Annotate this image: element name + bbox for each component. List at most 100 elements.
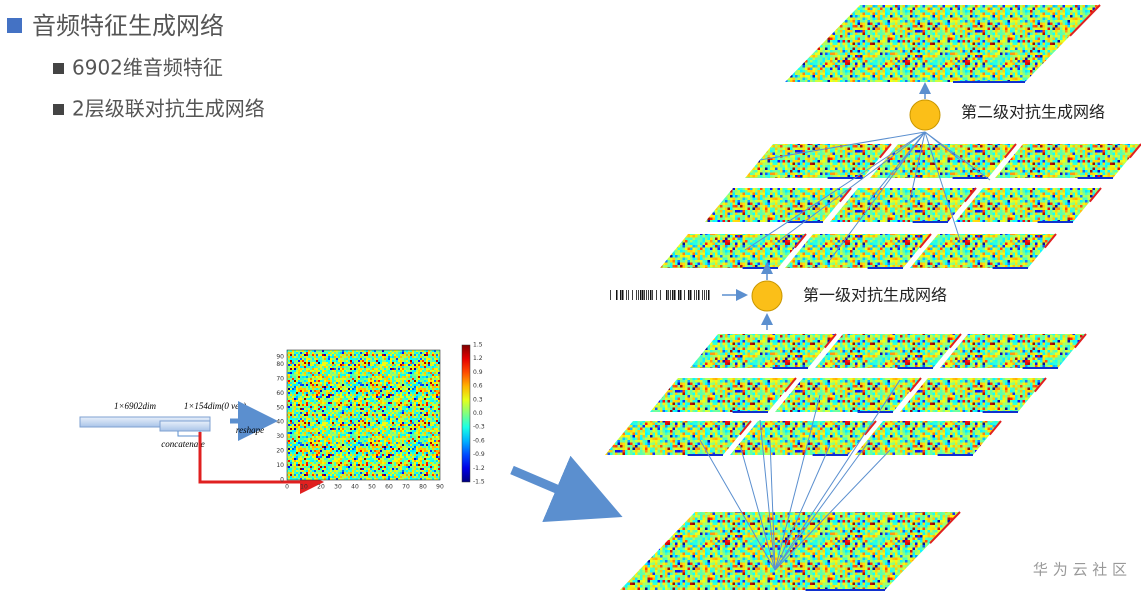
link	[699, 439, 776, 571]
barcode-bar	[616, 290, 618, 300]
edge	[784, 377, 797, 393]
x-tick-label: 40	[351, 484, 359, 491]
barcode-bar	[672, 290, 674, 300]
title: 音频特征生成网络	[32, 12, 224, 40]
feature-map	[995, 144, 1141, 178]
colorbar-tick-label: 0.0	[473, 410, 483, 417]
edge	[839, 187, 852, 203]
colorbar-tick-label: 1.2	[473, 355, 483, 362]
bullet	[53, 63, 64, 74]
edge	[739, 420, 752, 436]
colorbar-tick-label: -0.9	[473, 451, 485, 458]
link	[774, 379, 901, 571]
colorbar	[461, 344, 471, 483]
x-tick-label: 30	[334, 484, 342, 491]
x-tick-label: 90	[436, 484, 444, 491]
link	[759, 131, 926, 161]
edge	[949, 333, 962, 349]
link	[769, 439, 776, 571]
barcode-bar	[706, 290, 707, 300]
edge	[1034, 377, 1047, 393]
feature-map	[910, 234, 1056, 268]
barcode-bar	[668, 290, 669, 300]
barcode-bar	[708, 290, 710, 300]
edge	[864, 420, 877, 436]
feature-map	[900, 378, 1046, 412]
heatmap	[286, 349, 441, 481]
feature-map	[620, 512, 960, 590]
colorbar-tick-label: 0.6	[473, 383, 483, 390]
barcode-bar	[610, 290, 611, 300]
x-tick-label: 70	[402, 484, 410, 491]
barcode-bar	[620, 290, 622, 300]
feature-map	[730, 421, 876, 455]
watermark: 华 为 云 社 区	[1033, 561, 1127, 579]
feature-map	[650, 378, 796, 412]
feature-map	[660, 234, 806, 268]
feature-map	[785, 5, 1100, 82]
barcode-bar	[622, 290, 624, 300]
title-bullet	[7, 18, 22, 33]
barcode-bar	[626, 290, 627, 300]
link	[759, 419, 776, 571]
reshape-label: reshape	[236, 425, 264, 435]
link	[774, 394, 821, 571]
x-tick-label: 60	[385, 484, 393, 491]
barcode-bar	[704, 290, 705, 300]
barcode-bar	[650, 290, 652, 300]
x-tick-label: 80	[419, 484, 427, 491]
edge	[909, 377, 922, 393]
barcode-bar	[670, 290, 671, 300]
colorbar-tick-label: 0.3	[473, 396, 483, 403]
x-tick-label: 20	[317, 484, 325, 491]
colorbar-tick-label: -1.5	[473, 479, 485, 486]
barcode-bar	[646, 290, 647, 300]
feature-map	[940, 334, 1086, 368]
stage-node	[909, 99, 941, 131]
barcode-bar	[698, 290, 700, 300]
link	[924, 131, 991, 181]
feature-map	[855, 421, 1001, 455]
vector-bar	[159, 420, 211, 432]
stage-node	[751, 280, 783, 312]
barcode-bar	[690, 290, 692, 300]
barcode-bar	[632, 290, 633, 300]
y-tick-label: 20	[276, 448, 284, 455]
barcode-bar	[660, 290, 661, 300]
link	[739, 444, 776, 571]
barcode-bar	[644, 290, 645, 300]
bullet-text: 2层级联对抗生成网络	[72, 97, 265, 121]
barcode-bar	[638, 290, 639, 300]
barcode-bar	[642, 290, 644, 300]
big-arrow	[510, 455, 623, 522]
barcode-bar	[696, 290, 697, 300]
feature-map	[705, 188, 851, 222]
barcode-bar	[678, 290, 680, 300]
edge	[964, 187, 977, 203]
y-tick-label: 50	[276, 404, 284, 411]
edge	[1089, 187, 1102, 203]
link	[909, 131, 926, 201]
edge	[794, 233, 807, 249]
y-tick-label: 0	[280, 477, 284, 484]
y-tick-label: 10	[276, 462, 284, 469]
dim-label: 1×6902dim	[114, 401, 157, 411]
edge	[1069, 4, 1101, 37]
feature-map	[775, 378, 921, 412]
feature-map	[745, 144, 891, 178]
barcode-bar	[666, 290, 668, 300]
feature-map	[690, 334, 836, 368]
link	[774, 439, 871, 571]
edge	[824, 333, 837, 349]
edge	[989, 420, 1002, 436]
barcode-bar	[656, 290, 657, 300]
barcode-bar	[684, 290, 685, 300]
feature-map	[815, 334, 961, 368]
feature-map	[955, 188, 1101, 222]
barcode-bar	[640, 290, 642, 300]
stage-label: 第二级对抗生成网络	[961, 103, 1105, 122]
barcode-bar	[652, 290, 653, 300]
link	[779, 131, 926, 241]
bullet	[53, 104, 64, 115]
